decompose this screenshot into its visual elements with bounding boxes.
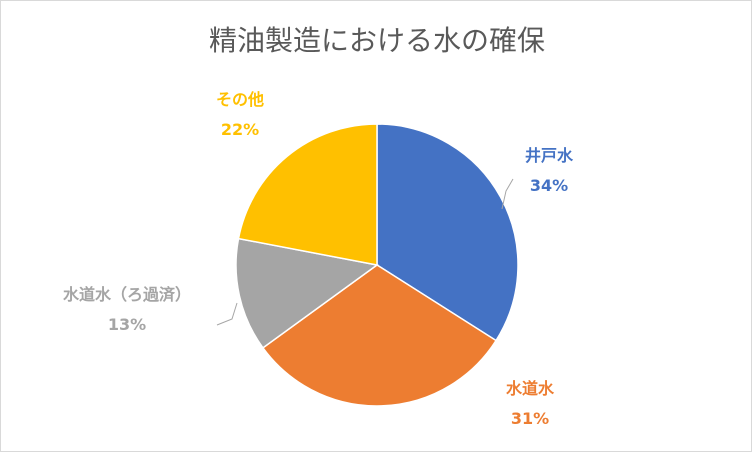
data-label-name-filtered-tap-water: 水道水（ろ過済） <box>63 285 191 304</box>
pie-slice-tap-water <box>261 264 498 407</box>
chart-title: 精油製造における水の確保 <box>208 24 545 57</box>
pie-slice-filtered-tap-water <box>235 237 379 349</box>
leader-line-filtered-tap-water <box>216 302 238 326</box>
pie-slice-other <box>237 123 378 266</box>
pie-slice-well-water <box>376 123 519 342</box>
leader-line-well-water <box>501 178 514 210</box>
data-label-name-other: その他 <box>216 90 264 109</box>
data-label-value-filtered-tap-water: 13% <box>108 315 146 334</box>
data-label-value-well-water: 34% <box>530 176 568 195</box>
data-label-value-tap-water: 31% <box>511 409 549 428</box>
data-label-value-other: 22% <box>221 120 259 139</box>
data-label-name-well-water: 井戸水 <box>525 146 574 165</box>
data-label-name-tap-water: 水道水 <box>506 379 555 398</box>
